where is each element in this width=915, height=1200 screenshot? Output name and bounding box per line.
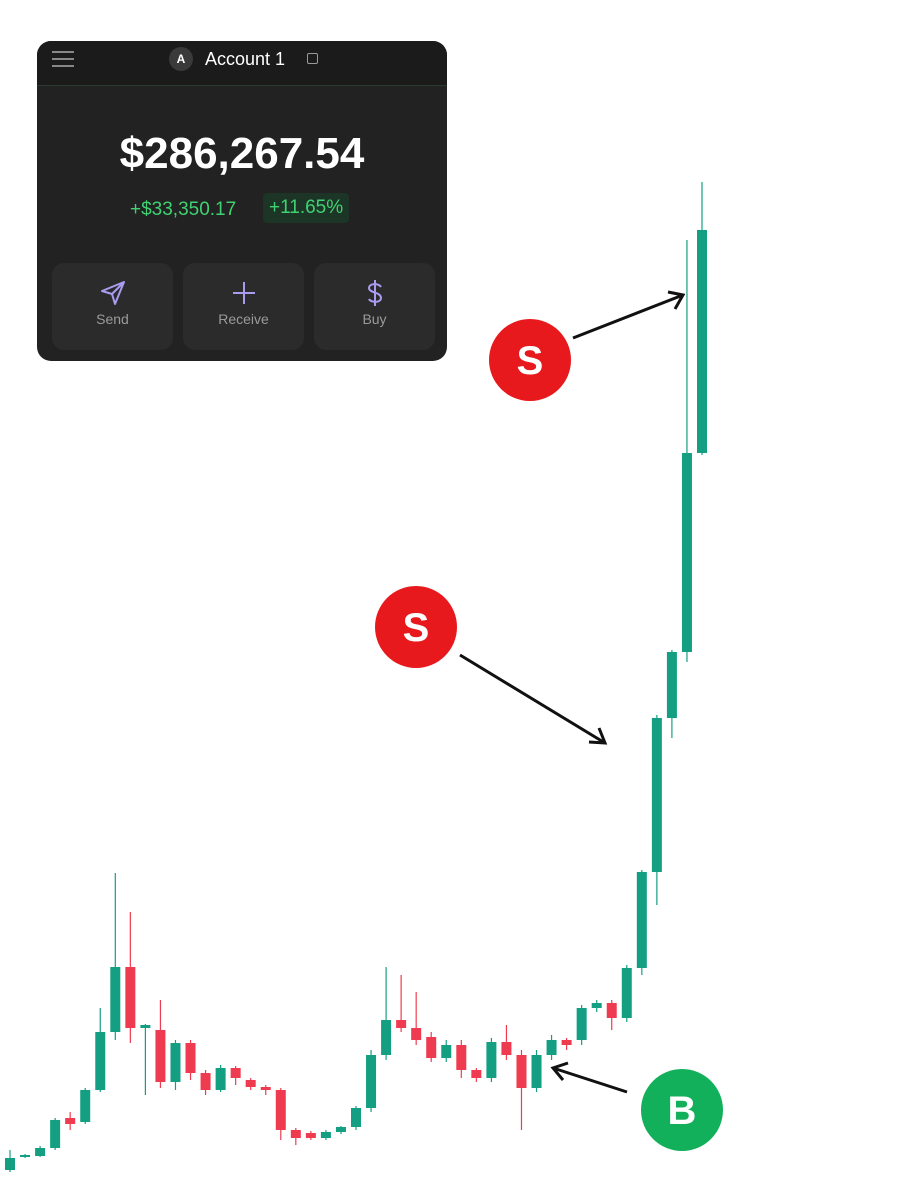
candle-body xyxy=(636,872,647,968)
candle-body xyxy=(140,1025,151,1028)
annotation-label: S xyxy=(403,606,430,650)
candle-body xyxy=(125,967,136,1028)
candle-body xyxy=(275,1090,286,1130)
annotation-badge xyxy=(641,1069,723,1151)
candle-body xyxy=(335,1127,346,1132)
balance: $286,267.54 xyxy=(119,129,365,178)
candle-body xyxy=(591,1003,602,1008)
candle-body xyxy=(576,1008,587,1040)
dollar-icon xyxy=(367,280,382,306)
button-label: Buy xyxy=(362,311,387,327)
copy-icon[interactable] xyxy=(307,53,318,64)
candle-body xyxy=(155,1030,166,1082)
candle-body xyxy=(621,968,632,1018)
candle-body xyxy=(501,1042,512,1055)
button-label: Receive xyxy=(218,311,269,327)
candle-body xyxy=(65,1118,76,1124)
candle-body xyxy=(170,1043,181,1082)
candle-body xyxy=(290,1130,301,1138)
change-percent: +11.65% xyxy=(263,193,350,223)
account-name[interactable]: Account 1 xyxy=(205,49,286,69)
candle-body xyxy=(666,652,677,718)
candle-body xyxy=(516,1055,527,1088)
annotation-label: S xyxy=(517,339,544,383)
candle-body xyxy=(245,1080,256,1087)
send-button[interactable]: Send xyxy=(52,263,173,350)
candle-body xyxy=(200,1073,211,1090)
candle-body xyxy=(185,1043,196,1073)
change: +$33,350.17 xyxy=(130,199,237,220)
buy-button[interactable]: Buy xyxy=(314,263,435,350)
candle-body xyxy=(305,1133,316,1138)
top-bar: A Account 1 xyxy=(37,41,447,86)
candle-body xyxy=(561,1040,572,1045)
receive-button[interactable]: Receive xyxy=(183,263,304,350)
send-icon xyxy=(100,281,125,305)
candle-body xyxy=(546,1040,557,1055)
candle-body xyxy=(35,1148,46,1156)
candle-body xyxy=(456,1045,467,1070)
wallet-card: A Account 1 $286,267.54 +$33,350.17 +11.… xyxy=(37,41,447,361)
candle-body xyxy=(531,1055,542,1088)
candle-body xyxy=(471,1070,482,1078)
annotation-badge xyxy=(489,319,571,401)
candle-body xyxy=(215,1068,226,1090)
candle-body xyxy=(351,1108,361,1127)
candle-body xyxy=(50,1120,61,1148)
candle-body xyxy=(110,967,121,1032)
candle-body xyxy=(95,1032,106,1090)
candle-body xyxy=(320,1132,331,1138)
arrows xyxy=(459,290,686,1094)
annotation-label: B xyxy=(668,1089,697,1133)
candle-body xyxy=(651,718,662,872)
candle-body xyxy=(681,453,692,652)
plus-icon xyxy=(232,282,255,304)
candle-body xyxy=(606,1003,617,1018)
candle-body xyxy=(381,1020,392,1055)
candle-body xyxy=(20,1155,31,1157)
candle-body xyxy=(697,230,707,453)
menu-icon[interactable] xyxy=(52,51,74,53)
candle-body xyxy=(426,1037,437,1058)
candle-body xyxy=(80,1090,91,1122)
candle-body xyxy=(396,1020,407,1028)
button-label: Send xyxy=(96,311,129,327)
menu-icon[interactable] xyxy=(52,65,74,67)
candle-body xyxy=(486,1042,497,1078)
avatar[interactable]: A xyxy=(169,47,193,71)
candle-body xyxy=(441,1045,452,1058)
candle-body xyxy=(411,1028,422,1040)
annotation-badge xyxy=(375,586,457,668)
candle-body xyxy=(230,1068,241,1078)
menu-icon[interactable] xyxy=(52,58,74,60)
candle-body xyxy=(366,1055,377,1108)
candle-body xyxy=(260,1087,271,1090)
candle-body xyxy=(5,1158,15,1170)
